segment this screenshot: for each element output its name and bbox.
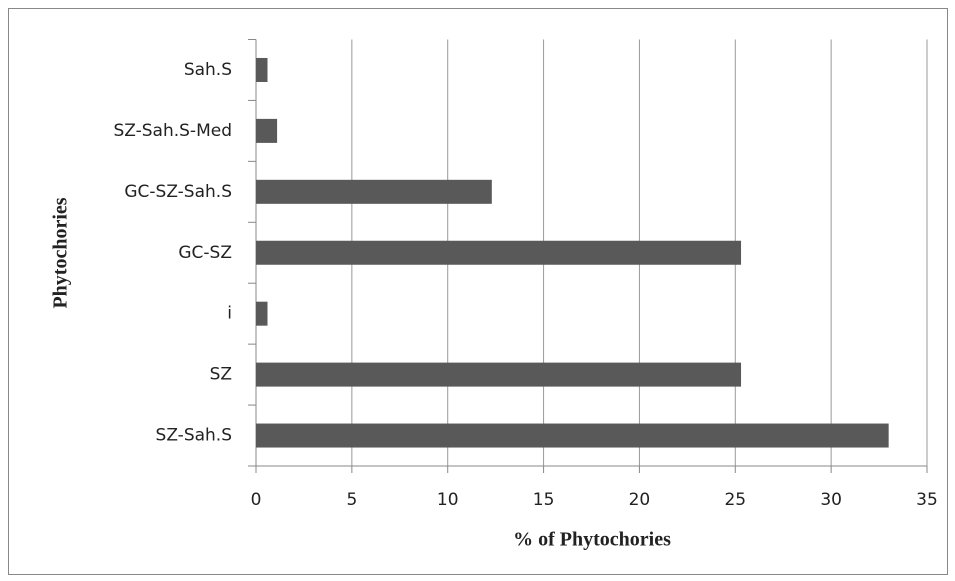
y-tick-label: Sah.S [184, 60, 232, 80]
bar [256, 301, 268, 326]
bar [256, 240, 742, 265]
y-axis-title: Phytochories [50, 197, 72, 308]
x-tick-label: 20 [629, 490, 651, 510]
y-tick-label: i [227, 304, 232, 324]
bar [256, 362, 742, 387]
y-tick-label: SZ-Sah.S [156, 426, 232, 446]
x-tick-label: 30 [820, 490, 842, 510]
x-axis-title: % of Phytochories [513, 529, 671, 551]
bar [256, 118, 278, 143]
bar [256, 179, 492, 204]
y-tick-label: GC-SZ [178, 243, 232, 263]
bar [256, 423, 889, 448]
x-tick-label: 10 [437, 490, 459, 510]
x-tick-label: 35 [916, 490, 938, 510]
x-tick-label: 15 [533, 490, 555, 510]
chart-frame [8, 8, 948, 575]
bar [256, 57, 268, 82]
y-tick-label: SZ [210, 365, 232, 385]
x-tick-label: 5 [346, 490, 357, 510]
y-tick-label: SZ-Sah.S-Med [113, 121, 232, 141]
y-tick-label: GC-SZ-Sah.S [124, 182, 232, 202]
x-tick-label: 0 [251, 490, 262, 510]
x-tick-label: 25 [724, 490, 746, 510]
